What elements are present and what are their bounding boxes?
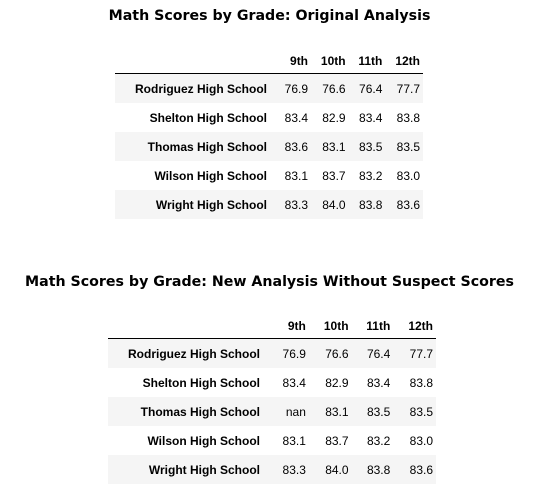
index-header bbox=[108, 314, 268, 339]
column-header: 10th bbox=[311, 49, 349, 74]
score-cell: 76.9 bbox=[284, 81, 309, 96]
score-cell: 84.0 bbox=[322, 197, 346, 212]
school-name: Rodriguez High School bbox=[135, 81, 267, 96]
score-cell: 83.4 bbox=[284, 110, 309, 125]
score-cell: 83.8 bbox=[409, 375, 433, 390]
score-cell: 83.0 bbox=[396, 168, 420, 183]
table-row: Thomas High School nan 83.1 83.5 83.5 bbox=[108, 397, 436, 426]
score-cell: 82.9 bbox=[322, 110, 346, 125]
score-cell: 77.7 bbox=[396, 81, 420, 96]
score-cell: 83.3 bbox=[282, 462, 306, 477]
score-cell: 76.6 bbox=[325, 346, 349, 361]
score-cell: 83.5 bbox=[359, 139, 383, 154]
column-header: 11th bbox=[351, 314, 394, 339]
score-cell: 83.8 bbox=[359, 197, 383, 212]
header-row: 9th 10th 11th 12th bbox=[115, 49, 423, 74]
header-row: 9th 10th 11th 12th bbox=[108, 314, 436, 339]
column-header: 12th bbox=[385, 49, 423, 74]
score-cell: 76.6 bbox=[322, 81, 346, 96]
school-name: Thomas High School bbox=[147, 139, 267, 154]
score-cell: 83.6 bbox=[284, 139, 309, 154]
score-cell: 83.3 bbox=[284, 197, 309, 212]
column-header: 10th bbox=[308, 314, 352, 339]
score-cell: 83.2 bbox=[359, 168, 383, 183]
score-cell: 76.9 bbox=[282, 346, 306, 361]
table-row: Wright High School 83.3 84.0 83.8 83.6 bbox=[115, 190, 423, 219]
new-analysis-title: Math Scores by Grade: New Analysis Witho… bbox=[25, 274, 514, 290]
score-cell: 83.5 bbox=[366, 404, 391, 419]
score-cell: 83.1 bbox=[282, 433, 306, 448]
table-row: Wilson High School 83.1 83.7 83.2 83.0 bbox=[108, 426, 436, 455]
school-name: Shelton High School bbox=[149, 110, 267, 125]
table-row: Shelton High School 83.4 82.9 83.4 83.8 bbox=[115, 103, 423, 132]
school-name: Shelton High School bbox=[142, 375, 260, 390]
school-name: Wright High School bbox=[148, 462, 260, 477]
original-analysis-title: Math Scores by Grade: Original Analysis bbox=[108, 8, 431, 24]
score-cell: 83.4 bbox=[359, 110, 383, 125]
school-name: Wilson High School bbox=[147, 433, 260, 448]
score-cell: 83.4 bbox=[282, 375, 306, 390]
score-cell: 83.7 bbox=[322, 168, 346, 183]
table-row: Rodriguez High School 76.9 76.6 76.4 77.7 bbox=[108, 338, 436, 368]
score-cell: 76.4 bbox=[366, 346, 391, 361]
score-cell: 83.8 bbox=[366, 462, 391, 477]
score-cell: 84.0 bbox=[325, 462, 349, 477]
score-cell: 83.1 bbox=[325, 404, 349, 419]
index-header bbox=[115, 49, 275, 74]
score-cell: 83.4 bbox=[366, 375, 391, 390]
score-cell: 83.0 bbox=[409, 433, 433, 448]
score-cell: 83.6 bbox=[409, 462, 433, 477]
score-cell: 77.7 bbox=[409, 346, 433, 361]
column-header: 12th bbox=[393, 314, 436, 339]
school-name: Rodriguez High School bbox=[128, 346, 260, 361]
table-row: Rodriguez High School 76.9 76.6 76.4 77.7 bbox=[115, 73, 423, 103]
score-cell: 76.4 bbox=[359, 81, 383, 96]
score-cell: 83.2 bbox=[366, 433, 391, 448]
score-cell: 83.8 bbox=[396, 110, 420, 125]
table-row: Wilson High School 83.1 83.7 83.2 83.0 bbox=[115, 161, 423, 190]
score-cell: nan bbox=[285, 404, 306, 419]
school-name: Thomas High School bbox=[140, 404, 260, 419]
score-cell: 83.6 bbox=[396, 197, 420, 212]
score-cell: 83.7 bbox=[325, 433, 349, 448]
score-cell: 83.5 bbox=[396, 139, 420, 154]
table-row: Wright High School 83.3 84.0 83.8 83.6 bbox=[108, 455, 436, 484]
original-analysis-table: 9th 10th 11th 12th Rodriguez High School 76.9… bbox=[115, 49, 423, 219]
new-analysis-table: 9th 10th 11th 12th Rodriguez High School 76.9… bbox=[108, 314, 436, 484]
school-name: Wright High School bbox=[155, 197, 267, 212]
table-row: Thomas High School 83.6 83.1 83.5 83.5 bbox=[115, 132, 423, 161]
table-row: Shelton High School 83.4 82.9 83.4 83.8 bbox=[108, 368, 436, 397]
score-cell: 83.1 bbox=[284, 168, 309, 183]
column-header: 9th bbox=[268, 314, 309, 339]
school-name: Wilson High School bbox=[154, 168, 267, 183]
score-cell: 83.5 bbox=[409, 404, 433, 419]
score-cell: 82.9 bbox=[325, 375, 349, 390]
score-cell: 83.1 bbox=[322, 139, 346, 154]
column-header: 11th bbox=[348, 49, 386, 74]
column-header: 9th bbox=[275, 49, 312, 74]
